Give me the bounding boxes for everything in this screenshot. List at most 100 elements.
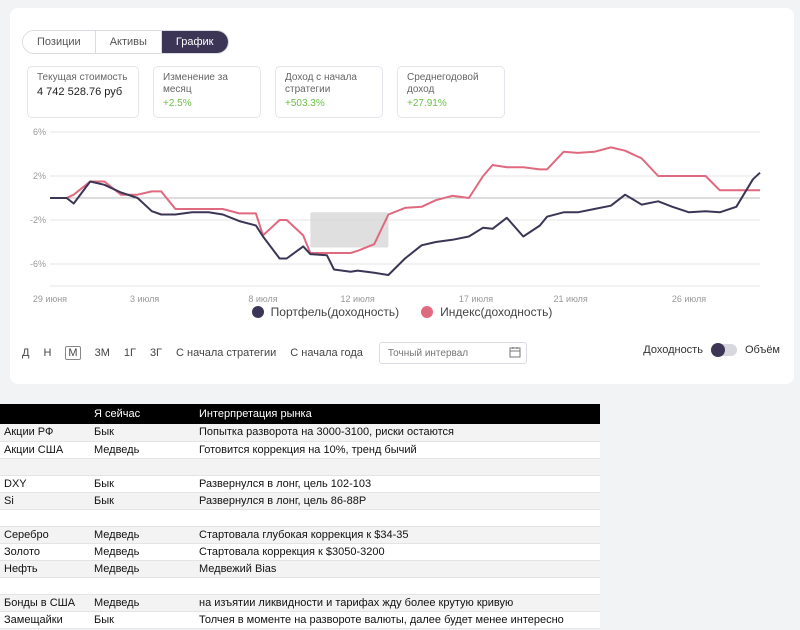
interpretation-cell: Развернулся в лонг, цель 86-88Р [195,492,600,510]
x-tick-label: 29 июня [33,294,67,304]
table-row [0,458,600,476]
asset-cell [0,458,90,476]
kpi-label: Доход с начала стратегии [285,72,357,95]
interpretation-cell: Толчея в моменте на развороте валюты, да… [195,611,600,629]
table-row: Замещайки Бык Толчея в моменте на разворот… [0,611,600,629]
position-cell: Медведь [90,594,195,612]
table-body: Акции РФ Бык Попытка разворота на 3000-310… [0,424,600,629]
position-cell [90,458,195,476]
table-row: Акции РФ Бык Попытка разворота на 3000-310… [0,424,600,442]
y-tick-label: 6% [33,127,46,137]
tab-positions[interactable]: Позиции [23,31,96,53]
index-line [50,146,760,254]
position-cell: Бык [90,492,195,510]
header-cell: Я сейчас [90,404,195,424]
toggle-returns-label: Доходность [643,344,703,356]
period-ytd[interactable]: С начала года [290,347,363,359]
toggle-volume-label: Объём [744,344,780,356]
header-cell: Интерпретация рынка [195,404,600,424]
interpretation-cell: на изъятии ликвидности и тарифах жду бол… [195,594,600,612]
interpretation-cell: Медвежий Bias [195,560,600,578]
kpi-month-change: Изменение за месяц +2.5% [153,66,261,118]
calendar-icon[interactable] [509,346,521,358]
x-tick-label: 3 июля [130,294,159,304]
position-cell: Медведь [90,560,195,578]
header-cell [0,404,90,424]
interpretation-cell: Готовится коррекция на 10%, тренд бычий [195,441,600,459]
kpi-row: Текущая стоимость 4 742 528.76 руб Измен… [27,66,505,118]
position-cell: Бык [90,424,195,442]
asset-cell: Замещайки [0,611,90,629]
table-row: Серебро Медведь Стартовала глубокая коррек… [0,526,600,544]
asset-cell: Серебро [0,526,90,544]
position-cell: Медведь [90,543,195,561]
position-cell [90,577,195,595]
table-row: Золото Медведь Стартовала коррекция к $305… [0,543,600,561]
period-controls: Д Н М 3М 1Г 3Г С начала стратегии С нача… [22,342,527,364]
table-row: Si Бык Развернулся в лонг, цель 86-88Р [0,492,600,510]
period-week[interactable]: Н [43,347,52,359]
kpi-value: 4 742 528.76 руб [37,86,123,98]
table-row: Акции США Медведь Готовится коррекция на 1… [0,441,600,459]
tab-assets[interactable]: Активы [95,31,162,53]
period-day[interactable]: Д [22,347,30,359]
portfolio-line [50,171,761,276]
position-cell: Бык [90,475,195,493]
y-tick-label: 2% [33,171,46,181]
date-range-input[interactable] [378,342,527,364]
market-view-table: Я сейчас Интерпретация рынка Акции РФ Бык… [0,404,600,629]
view-tabs: Позиции Активы График [22,30,229,54]
period-3m[interactable]: 3М [94,347,110,359]
interpretation-cell [195,509,600,527]
period-month[interactable]: М [65,346,81,360]
kpi-value: +503.3% [285,98,325,109]
position-cell: Медведь [90,441,195,459]
legend-index-swatch [421,306,434,318]
asset-cell: Нефть [0,560,90,578]
mode-toggle-area: Доходность Объём [643,343,780,357]
tab-chart[interactable]: График [161,31,228,53]
kpi-value: +2.5% [163,98,192,109]
legend-portfolio[interactable]: Портфель(доходность) [251,305,400,319]
returns-volume-switch[interactable] [710,343,737,357]
asset-cell: Si [0,492,90,510]
kpi-current-value: Текущая стоимость 4 742 528.76 руб [27,66,139,118]
date-range-wrapper [378,342,527,364]
y-tick-label: -2% [30,215,46,225]
table-header-row: Я сейчас Интерпретация рынка [0,404,600,424]
position-cell [90,509,195,527]
position-cell: Медведь [90,526,195,544]
table-row: Бонды в США Медведь на изъятии ликвидности… [0,594,600,612]
table-row [0,577,600,595]
interpretation-cell: Стартовала коррекция к $3050-3200 [195,543,600,561]
legend-index-label: Индекс(доходность) [440,305,553,319]
period-since-strategy[interactable]: С начала стратегии [176,347,277,359]
asset-cell: Золото [0,543,90,561]
returns-chart: 6% 2% -2% -6% 29 июня 3 июля 8 июля 12 июля 17 и… [30,127,761,304]
asset-cell: Бонды в США [0,594,90,612]
asset-cell: DXY [0,475,90,493]
interpretation-cell [195,577,600,595]
table-row: Нефть Медведь Медвежий Bias [0,560,600,578]
x-tick-label: 26 июля [672,294,706,304]
legend-portfolio-swatch [251,306,264,318]
asset-cell: Акции США [0,441,90,459]
period-3y[interactable]: 3Г [149,347,163,359]
legend-index[interactable]: Индекс(доходность) [421,305,552,319]
asset-cell: Акции РФ [0,424,90,442]
asset-cell [0,577,90,595]
kpi-label: Изменение за месяц [163,72,228,95]
position-cell: Бык [90,611,195,629]
interpretation-cell: Стартовала глубокая коррекция к $34-35 [195,526,600,544]
kpi-strategy-return: Доход с начала стратегии +503.3% [275,66,383,118]
interpretation-cell: Развернулся в лонг, цель 102-103 [195,475,600,493]
portfolio-card: Позиции Активы График Текущая стоимость … [10,8,794,384]
period-1y[interactable]: 1Г [123,347,136,359]
asset-cell [0,509,90,527]
table-row [0,509,600,527]
y-tick-label: -6% [30,259,46,269]
x-tick-label: 21 июля [554,294,588,304]
switch-knob[interactable] [710,343,725,357]
chart-legend: Портфель(доходность) Индекс(доходность) [10,305,794,319]
legend-portfolio-label: Портфель(доходность) [270,305,400,319]
